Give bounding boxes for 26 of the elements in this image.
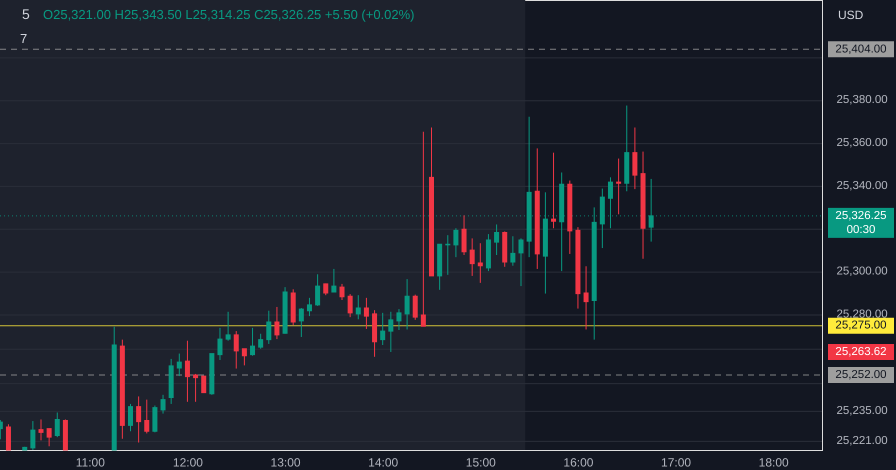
x-tick-label: 18:00 <box>758 456 790 470</box>
x-tick-label: 12:00 <box>172 456 204 470</box>
text: 5 <box>22 6 30 22</box>
y-tick-label: 25,235.00 <box>836 404 888 417</box>
x-tick-label: 13:00 <box>270 456 301 470</box>
ref-line-label: 25,275.00 <box>835 320 887 332</box>
candlestick <box>551 152 556 229</box>
candlestick <box>38 418 44 441</box>
y-tick-label: 25,340.00 <box>836 180 888 192</box>
y-tick-label: 25,221.00 <box>836 434 888 447</box>
ref-line-label: 25,326.25 00:30 <box>835 210 887 236</box>
candlestick <box>201 376 206 394</box>
x-tick-label: 14:00 <box>368 456 399 470</box>
annotation: 7 <box>20 31 28 46</box>
x-tick-label: 16:00 <box>563 456 594 470</box>
text: USD <box>838 8 864 22</box>
x-tick-label: 11:00 <box>76 456 106 470</box>
y-tick-label: 25,380.00 <box>836 94 888 106</box>
ref-line-label: 25,404.00 <box>835 43 887 56</box>
x-tick-label: 17:00 <box>661 456 692 470</box>
y-tick-label: 25,360.00 <box>836 137 888 150</box>
y-tick-label: 25,300.00 <box>836 266 888 278</box>
x-tick-label: 15:00 <box>466 456 496 470</box>
ref-line-label: 25,252.00 <box>835 369 887 381</box>
text: O25,321.00 H25,343.50 L25,314.25 C25,326.25 +5.50 (+0.02%) <box>43 7 415 22</box>
text: 25,263.62 <box>835 346 887 358</box>
